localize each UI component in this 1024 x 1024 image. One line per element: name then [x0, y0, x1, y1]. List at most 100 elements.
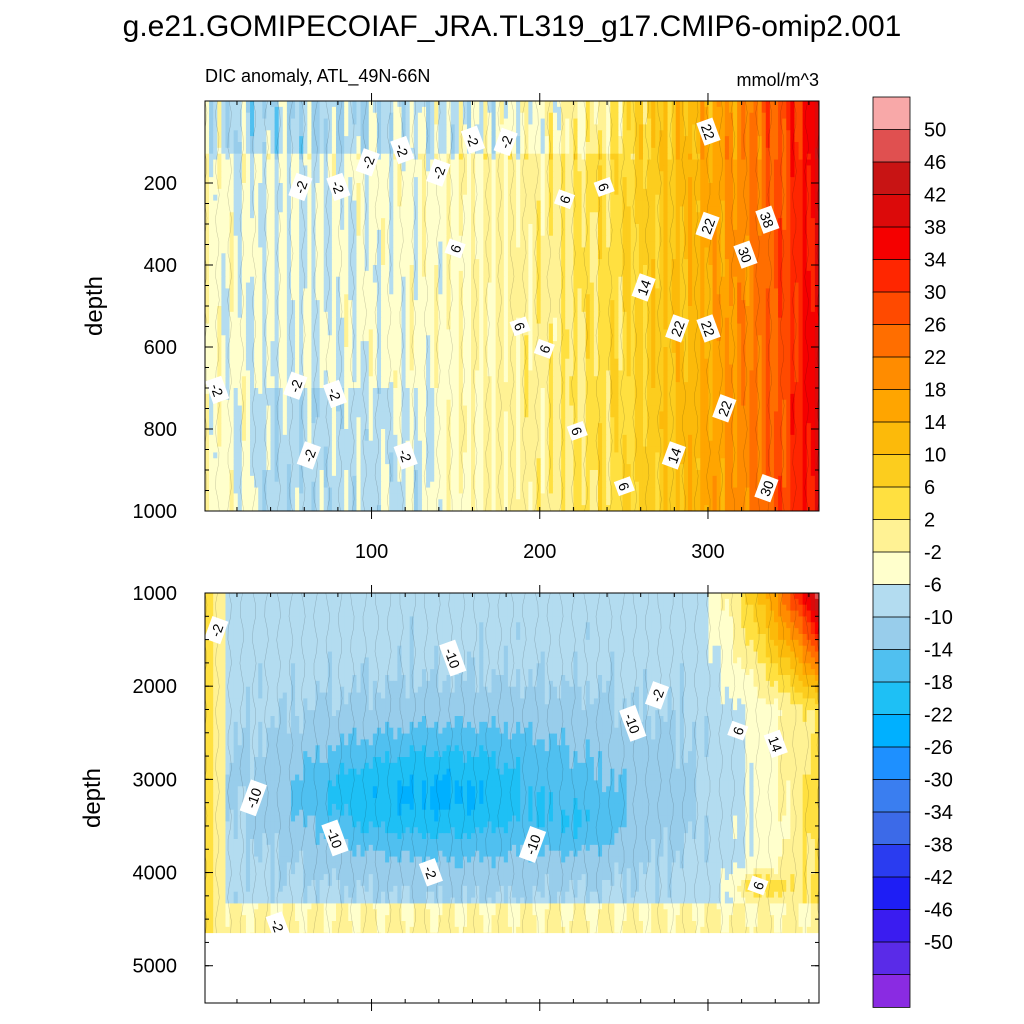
colorbar-swatch — [872, 421, 911, 456]
colorbar-label: -26 — [924, 737, 953, 759]
colorbar-swatch — [872, 194, 911, 228]
colorbar-swatch — [872, 161, 911, 196]
contour-label: 6 — [444, 238, 466, 259]
panel-subtitle-left: DIC anomaly, ATL_49N-66N — [205, 66, 430, 87]
lower-panel: -2 -10 -2 -10 6 14 -10 -10 -10 -2 6 -2 1000 2000 3000… — [79, 583, 820, 1011]
contour-label-text: 14 — [634, 277, 654, 297]
contour-label-text: -2 — [207, 382, 226, 399]
contour-label: -2 — [205, 375, 230, 405]
contour-label-text: 22 — [698, 122, 718, 142]
colorbar-swatch — [872, 811, 911, 846]
contour-label: 6 — [593, 176, 615, 197]
colorbar-swatch — [872, 454, 911, 488]
x-tick-label: 300 — [691, 541, 724, 563]
colorbar-label: -22 — [924, 705, 953, 727]
contour-label-text: -2 — [496, 133, 515, 150]
contour-label: -10 — [518, 826, 547, 863]
colorbar-swatch — [872, 649, 911, 683]
x-tick-label: 200 — [523, 541, 556, 563]
contour-label: 14 — [763, 729, 788, 759]
colorbar-swatch — [872, 974, 911, 1008]
colorbar-label: -14 — [924, 640, 953, 662]
colorbar: 50 46 42 38 34 30 26 22 18 14 10 6 2 -2 -6 -10 -14 -18 -22… — [872, 96, 953, 1008]
upper-axes: 200 400 600 800 1000 100 200 300 — [133, 93, 819, 563]
contour-label-text: 30 — [757, 478, 777, 498]
contour-label-text: -2 — [291, 178, 310, 195]
colorbar-swatch — [872, 259, 911, 293]
colorbar-label: 38 — [924, 217, 946, 239]
colorbar-label: 6 — [924, 477, 935, 499]
colorbar-swatch — [872, 584, 911, 618]
contour-label: -2 — [393, 441, 418, 470]
contour-label-text: -2 — [648, 687, 667, 704]
contour-label: 6 — [613, 476, 635, 497]
contour-label: -2 — [390, 135, 415, 165]
y-tick-label: 2000 — [133, 676, 178, 698]
colorbar-swatch — [872, 779, 911, 813]
colorbar-label: -46 — [924, 900, 953, 922]
contour-label-text: 14 — [664, 445, 684, 465]
contour-label: -2 — [322, 379, 348, 409]
colorbar-swatch — [872, 714, 911, 748]
y-tick-label: 1000 — [133, 583, 178, 605]
contour-label-text: 14 — [765, 734, 785, 754]
colorbar-swatch — [872, 616, 911, 651]
colorbar-label: -30 — [924, 770, 953, 792]
lower-axes: 1000 2000 3000 4000 5000 — [133, 583, 819, 1011]
colorbar-label: 10 — [924, 445, 946, 467]
contour-label-text: -2 — [286, 377, 305, 394]
contour-label-text: 38 — [757, 210, 777, 230]
contour-label-text: -2 — [429, 164, 448, 181]
contour-label-text: 22 — [698, 319, 718, 339]
colorbar-swatch — [872, 941, 911, 976]
colorbar-swatch — [872, 291, 911, 326]
contour-label: -10 — [321, 819, 349, 857]
contour-label: 6 — [533, 338, 555, 359]
contour-label-text: 22 — [668, 318, 688, 338]
contour-label-text: -2 — [396, 447, 415, 464]
x-tick-label: 100 — [355, 541, 388, 563]
contour-label-text: -10 — [522, 832, 544, 857]
contour-label: 6 — [509, 316, 531, 337]
contour-label: -2 — [265, 911, 290, 940]
y-tick-label: 800 — [144, 419, 177, 441]
contour-label: 14 — [661, 441, 686, 470]
colorbar-label: -6 — [924, 575, 942, 597]
colorbar-swatch — [872, 356, 911, 391]
lower-ylabel: depth — [79, 768, 106, 828]
y-tick-label: 1000 — [133, 501, 178, 523]
colorbar-label: -38 — [924, 835, 953, 857]
contour-label: -2 — [418, 858, 443, 887]
colorbar-label: 50 — [924, 120, 946, 142]
colorbar-swatch — [872, 96, 911, 131]
contour-label-text: -10 — [621, 711, 643, 736]
colorbar-label: 26 — [924, 315, 946, 337]
contour-label: -10 — [439, 639, 467, 677]
colorbar-label: 2 — [924, 510, 935, 532]
colorbar-label: 30 — [924, 282, 946, 304]
panel-units-label: mmol/m^3 — [737, 70, 819, 90]
contour-label: -2 — [296, 441, 321, 470]
contour-label-text: -2 — [421, 864, 440, 881]
colorbar-swatch — [872, 389, 911, 423]
contour-label-text: -2 — [463, 131, 482, 148]
contour-label-text: -2 — [328, 179, 347, 196]
colorbar-swatch — [872, 551, 911, 586]
contour-label-text: 22 — [715, 398, 735, 418]
y-tick-label: 400 — [144, 255, 177, 277]
colorbar-swatch — [872, 746, 911, 781]
lower-nodata-region — [205, 933, 819, 1003]
contour-label: 6 — [747, 875, 769, 896]
contour-label-text: -2 — [207, 622, 226, 639]
contour-label: 22 — [665, 314, 690, 343]
contour-label-text: -10 — [441, 646, 463, 671]
contour-label: 30 — [754, 474, 779, 503]
colorbar-swatch — [872, 681, 911, 716]
lower-contour-labels: -2 -10 -2 -10 6 14 -10 -10 -10 -2 6 -2 — [204, 615, 788, 940]
colorbar-swatch — [872, 226, 911, 261]
contour-label: -2 — [326, 172, 351, 202]
contour-label: 30 — [733, 240, 758, 269]
